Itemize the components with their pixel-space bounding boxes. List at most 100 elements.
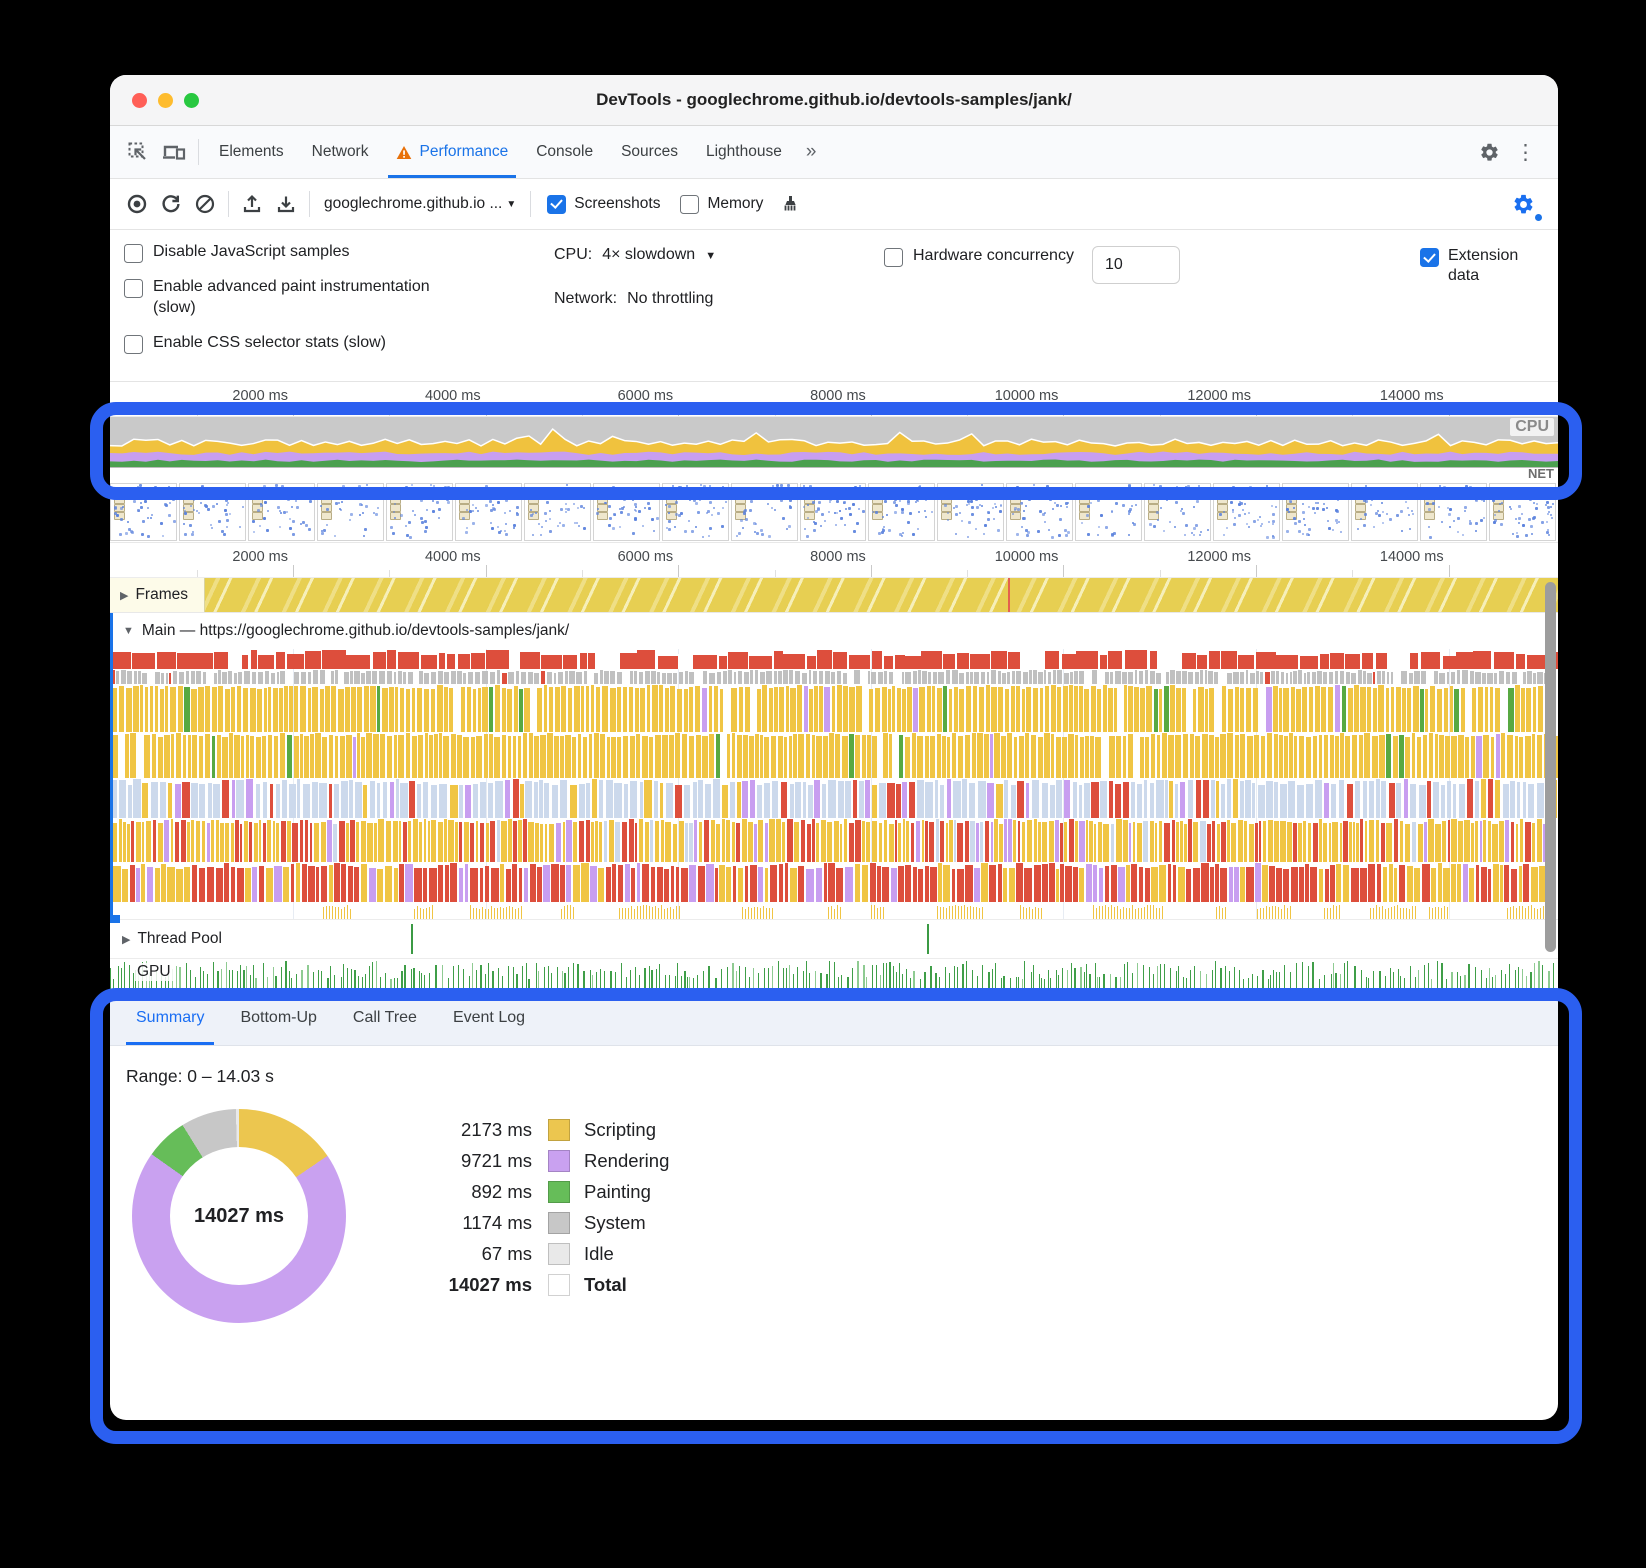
checkbox-icon — [124, 279, 143, 298]
screenshot-thumbnail[interactable] — [937, 483, 1005, 541]
screenshot-thumbnail[interactable] — [1144, 483, 1212, 541]
screenshot-thumbnail[interactable] — [316, 483, 384, 541]
details-tab-call-tree[interactable]: Call Tree — [352, 1009, 417, 1026]
screenshot-thumbnail[interactable] — [661, 483, 729, 541]
css-selector-stats-checkbox[interactable]: Enable CSS selector stats (slow) — [124, 333, 554, 354]
capture-settings-gear-icon[interactable] — [1506, 187, 1542, 221]
tracks-vertical-scrollbar[interactable] — [1545, 582, 1556, 952]
screenshot-thumbnail[interactable] — [1075, 483, 1143, 541]
ruler-label: 10000 ms — [994, 388, 1059, 404]
gpu-track-header[interactable]: GPU — [134, 963, 174, 981]
ruler-label: 12000 ms — [1187, 388, 1251, 404]
garbage-collect-icon[interactable] — [773, 187, 807, 221]
tab-console[interactable]: Console — [536, 143, 594, 160]
expand-arrow-icon: ▶ — [120, 589, 129, 602]
screenshot-thumbnail[interactable] — [1489, 483, 1557, 541]
track-time-ruler[interactable]: 2000 ms 4000 ms 6000 ms 8000 ms 10000 ms 1200… — [110, 543, 1558, 578]
screenshot-thumbnail[interactable] — [110, 483, 177, 541]
inspect-element-icon[interactable] — [120, 135, 156, 169]
screenshot-thumbnail[interactable] — [592, 483, 660, 541]
main-thread-track-header[interactable]: ▼ Main — https://googlechrome.github.io/… — [110, 613, 1558, 649]
memory-checkbox[interactable]: Memory — [680, 194, 763, 214]
cpu-overview-track[interactable]: CPU — [110, 417, 1558, 468]
screenshots-checkbox[interactable]: Screenshots — [547, 194, 660, 214]
ruler-label: 14000 ms — [1379, 549, 1444, 565]
net-overview-track[interactable]: NET — [110, 466, 1558, 482]
more-tabs-icon[interactable]: » — [805, 141, 817, 162]
screenshot-thumbnail[interactable] — [247, 483, 315, 541]
flame-chart-row — [113, 649, 1558, 669]
overview-time-ruler[interactable]: 2000 ms 4000 ms 6000 ms 8000 ms 10000 ms 1200… — [110, 382, 1558, 417]
screenshot-thumbnail[interactable] — [730, 483, 798, 541]
screenshot-thumbnail[interactable] — [868, 483, 936, 541]
flame-chart-row — [113, 778, 1558, 818]
minimize-window-button[interactable] — [158, 92, 173, 108]
checkbox-icon — [680, 194, 700, 214]
gpu-track[interactable]: GPU — [110, 958, 1558, 991]
thread-pool-activity-mark — [926, 924, 929, 954]
thread-pool-track-header[interactable]: ▶ Thread Pool — [122, 930, 222, 947]
more-options-icon[interactable]: ⋮ — [1515, 140, 1536, 164]
capture-settings-pane: Disable JavaScript samples Enable advanc… — [110, 230, 1558, 382]
legend-value: 9721 ms — [461, 1150, 532, 1171]
cpu-value: 4× slowdown — [602, 246, 696, 263]
cpu-label: CPU: — [554, 246, 593, 263]
hardware-concurrency-checkbox[interactable]: Hardware concurrency — [884, 246, 1074, 267]
network-throttle-select[interactable]: Network: No throttling — [554, 290, 884, 308]
hardware-concurrency-input[interactable]: 10 — [1091, 246, 1180, 284]
collapse-arrow-icon: ▼ — [123, 625, 134, 637]
tab-lighthouse[interactable]: Lighthouse — [705, 143, 782, 160]
tab-elements[interactable]: Elements — [219, 143, 284, 160]
flame-chart-row — [113, 902, 1558, 919]
screenshot-thumbnail[interactable] — [799, 483, 867, 541]
frames-track[interactable]: ▶ Frames — [110, 578, 1558, 613]
legend-swatch — [548, 1150, 570, 1172]
legend-swatch — [548, 1243, 570, 1265]
screenshot-thumbnail[interactable] — [523, 483, 591, 541]
upload-profile-icon[interactable] — [235, 187, 269, 221]
close-window-button[interactable] — [132, 92, 147, 108]
details-tab-bottom-up[interactable]: Bottom-Up — [240, 1009, 317, 1026]
legend-swatch — [548, 1212, 570, 1234]
thread-pool-track[interactable]: ▶ Thread Pool — [110, 919, 1558, 958]
tab-network[interactable]: Network — [311, 143, 369, 160]
extension-data-checkbox[interactable]: Extension data — [1420, 246, 1538, 286]
zoom-window-button[interactable] — [184, 92, 199, 108]
network-label: Network: — [554, 290, 618, 307]
devtools-tab-bar: Elements Network Performance Console Sources… — [110, 126, 1558, 179]
checkbox-icon — [884, 248, 903, 267]
advanced-paint-checkbox[interactable]: Enable advanced paint instrumentation (s… — [124, 277, 454, 319]
screenshot-thumbnail[interactable] — [1006, 483, 1074, 541]
record-icon[interactable] — [120, 187, 154, 221]
ruler-label: 4000 ms — [424, 549, 481, 565]
screenshot-thumbnail[interactable] — [1213, 483, 1281, 541]
screenshots-filmstrip[interactable] — [110, 482, 1558, 543]
settings-gear-icon[interactable] — [1471, 135, 1507, 169]
chevron-down-icon: ▼ — [705, 250, 717, 262]
screenshot-thumbnail[interactable] — [1351, 483, 1419, 541]
download-profile-icon[interactable] — [269, 187, 303, 221]
checkbox-checked-icon — [1420, 248, 1439, 267]
cpu-throttle-select[interactable]: CPU: 4× slowdown ▼ — [554, 246, 884, 264]
screenshot-thumbnail[interactable] — [385, 483, 453, 541]
screenshot-thumbnail[interactable] — [1420, 483, 1488, 541]
reload-record-icon[interactable] — [154, 187, 188, 221]
tab-sources[interactable]: Sources — [621, 143, 678, 160]
screenshot-thumbnail[interactable] — [1282, 483, 1350, 541]
disable-js-samples-checkbox[interactable]: Disable JavaScript samples — [124, 242, 554, 263]
tab-performance[interactable]: Performance — [382, 126, 522, 178]
device-toolbar-icon[interactable] — [156, 135, 192, 169]
screenshot-thumbnail[interactable] — [178, 483, 246, 541]
flame-chart-row — [113, 818, 1558, 862]
warning-icon — [397, 145, 412, 159]
legend-label: Rendering — [584, 1150, 670, 1171]
frames-track-header[interactable]: ▶ Frames — [110, 578, 206, 612]
main-thread-flame-chart[interactable] — [110, 649, 1558, 923]
clear-icon[interactable] — [188, 187, 222, 221]
details-tab-summary[interactable]: Summary — [118, 991, 222, 1045]
details-tab-event-log[interactable]: Event Log — [452, 1009, 526, 1026]
page-selector[interactable]: googlechrome.github.io ... ▼ — [324, 195, 516, 213]
screenshot-thumbnail[interactable] — [454, 483, 522, 541]
legend-row-painting: 892 ms Painting — [404, 1181, 669, 1203]
